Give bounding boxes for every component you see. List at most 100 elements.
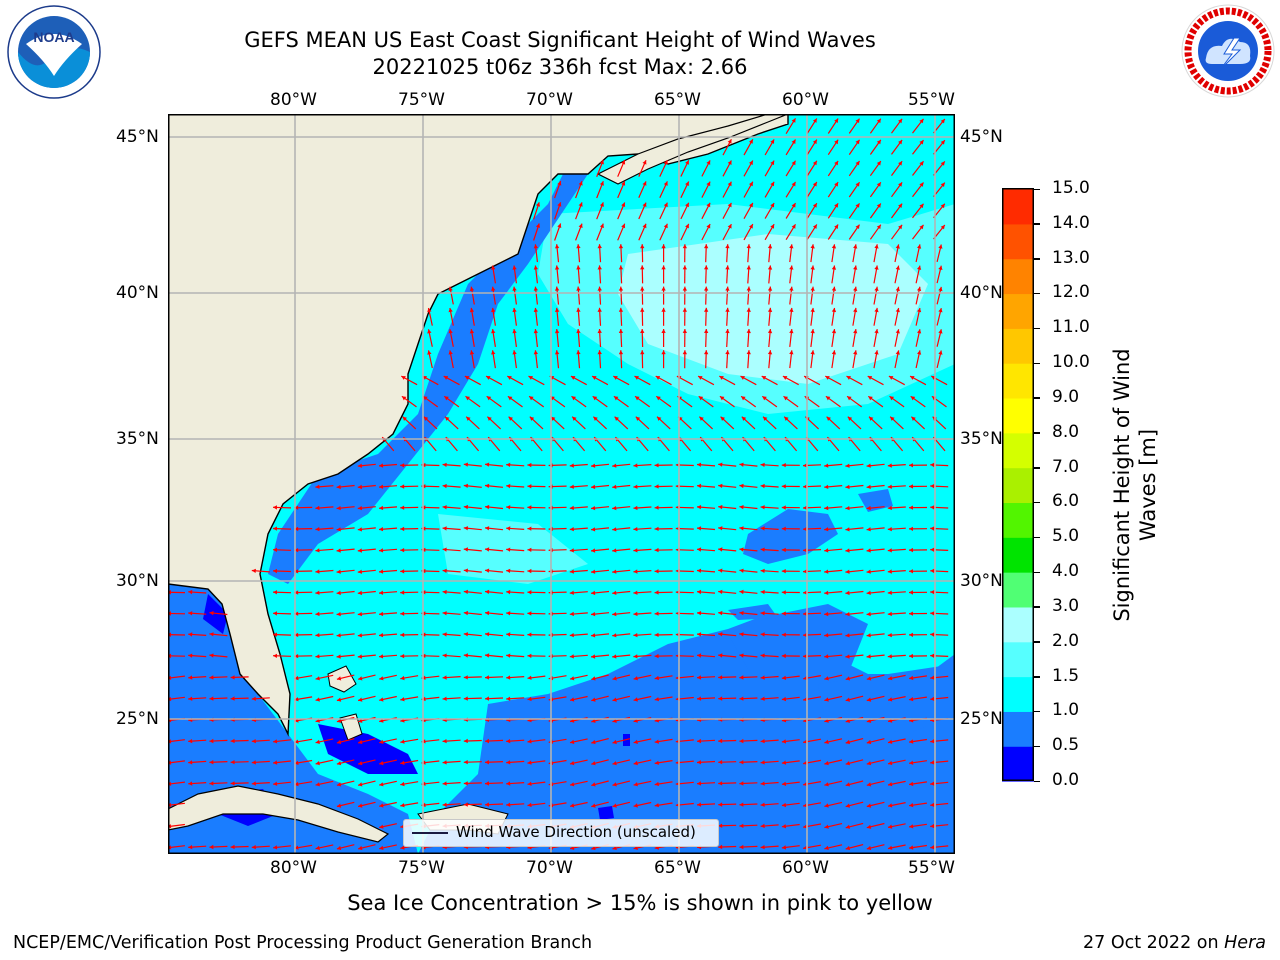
- direction-arrow-head: [917, 265, 922, 270]
- direction-arrow-head: [874, 329, 879, 334]
- direction-arrow-head: [379, 782, 384, 787]
- direction-arrow-head: [533, 307, 538, 312]
- direction-arrow-head: [704, 244, 709, 249]
- direction-arrow-head: [445, 416, 450, 421]
- direction-arrow-head: [845, 633, 850, 638]
- direction-arrow-head: [527, 653, 532, 658]
- direction-arrow-head: [697, 632, 702, 637]
- direction-arrow-head: [401, 396, 407, 401]
- colorbar-tick-mark: [1034, 606, 1040, 608]
- direction-arrow-head: [612, 548, 617, 553]
- direction-arrow-head: [919, 140, 924, 145]
- direction-arrow-head: [845, 824, 850, 829]
- direction-arrow-head: [569, 463, 574, 468]
- direction-arrow-head: [591, 548, 596, 553]
- direction-arrow-head: [469, 286, 475, 291]
- direction-arrow-head: [739, 505, 744, 510]
- direction-arrow-head: [591, 484, 596, 490]
- direction-arrow-head: [485, 547, 490, 552]
- direction-arrow-head: [294, 590, 299, 595]
- direction-arrow-head: [642, 181, 647, 186]
- direction-arrow-head: [527, 781, 532, 786]
- colorbar-tick-label: 1.0: [1052, 700, 1080, 721]
- direction-arrow-head: [876, 139, 881, 145]
- direction-arrow-head: [706, 224, 711, 229]
- direction-arrow-head: [876, 203, 881, 208]
- direction-arrow-head: [485, 696, 489, 701]
- colorbar-tick-mark: [1034, 710, 1040, 713]
- direction-arrow-head: [597, 265, 602, 270]
- direction-arrow-head: [739, 483, 744, 489]
- direction-arrow-head: [535, 223, 540, 228]
- direction-arrow-head: [746, 307, 751, 312]
- direction-arrow-head: [874, 244, 879, 249]
- direction-arrow-head: [739, 802, 744, 807]
- direction-arrow-head: [448, 329, 453, 334]
- lat-label-right-40n: 40°N: [960, 283, 1003, 303]
- direction-arrow-head: [704, 350, 709, 355]
- direction-arrow-head: [576, 286, 581, 291]
- direction-arrow-head: [400, 803, 405, 808]
- noaa-logo-text: NOAA: [33, 29, 74, 45]
- direction-arrow-head: [930, 526, 935, 531]
- direction-arrow-head: [599, 223, 604, 229]
- direction-arrow-head: [315, 505, 320, 511]
- direction-arrow-head: [466, 416, 471, 421]
- direction-arrow-head: [803, 463, 807, 468]
- direction-arrow-head: [685, 181, 689, 186]
- direction-arrow-head: [874, 307, 879, 313]
- direction-arrow-head: [654, 781, 659, 787]
- direction-arrow-head: [188, 845, 193, 850]
- direction-arrow-head: [930, 845, 935, 850]
- lon-label-top-75w: 75°W: [398, 90, 445, 110]
- direction-arrow-head: [358, 845, 363, 851]
- direction-arrow-head: [597, 286, 602, 291]
- colorbar-tick-mark: [1034, 676, 1040, 678]
- direction-arrow-head: [569, 654, 574, 659]
- direction-arrow-head: [465, 396, 470, 401]
- direction-arrow-head: [315, 633, 320, 638]
- direction-arrow-head: [739, 462, 744, 467]
- direction-arrow-head: [890, 416, 895, 421]
- direction-arrow-head: [273, 590, 277, 595]
- direction-arrow-head: [661, 244, 666, 249]
- direction-arrow-head: [845, 676, 850, 681]
- direction-arrow-head: [357, 463, 362, 468]
- direction-arrow-head: [555, 350, 560, 355]
- direction-arrow-head: [718, 526, 723, 531]
- direction-arrow-head: [557, 202, 562, 207]
- direction-arrow-head: [791, 203, 796, 208]
- colorbar-segment: [1002, 572, 1034, 608]
- direction-arrow-head: [654, 505, 659, 510]
- direction-arrow-head: [718, 738, 723, 744]
- direction-arrow-head: [698, 396, 704, 401]
- direction-arrow-head: [485, 526, 490, 531]
- direction-arrow-head: [591, 633, 596, 638]
- direction-arrow-head: [612, 633, 617, 638]
- direction-arrow-head: [294, 611, 299, 616]
- direction-arrow-head: [188, 760, 193, 765]
- direction-arrow-head: [400, 463, 405, 468]
- direction-arrow-head: [887, 569, 892, 574]
- direction-arrow-head: [887, 590, 892, 595]
- direction-arrow-head: [621, 202, 626, 207]
- sea-ice-note: Sea Ice Concentration > 15% is shown in …: [347, 891, 933, 915]
- direction-arrow-head: [825, 376, 830, 380]
- direction-arrow-head: [930, 739, 935, 744]
- direction-arrow-head: [357, 484, 362, 490]
- noaa-logo: NOAA: [4, 4, 104, 100]
- direction-arrow-head: [469, 307, 475, 313]
- direction-arrow-head: [315, 761, 320, 766]
- direction-arrow-head: [557, 223, 562, 228]
- direction-arrow-head: [824, 761, 829, 766]
- colorbar-segment: [1002, 606, 1034, 643]
- direction-arrow-head: [719, 376, 724, 380]
- direction-arrow-head: [718, 802, 723, 807]
- footer-host: Hera: [1224, 933, 1266, 953]
- direction-arrow-head: [781, 547, 786, 553]
- direction-arrow-head: [634, 376, 639, 380]
- direction-arrow-head: [570, 697, 575, 702]
- direction-arrow-head: [718, 504, 723, 510]
- colorbar-tick-label: 11.0: [1052, 317, 1090, 338]
- direction-arrow-head: [442, 462, 447, 467]
